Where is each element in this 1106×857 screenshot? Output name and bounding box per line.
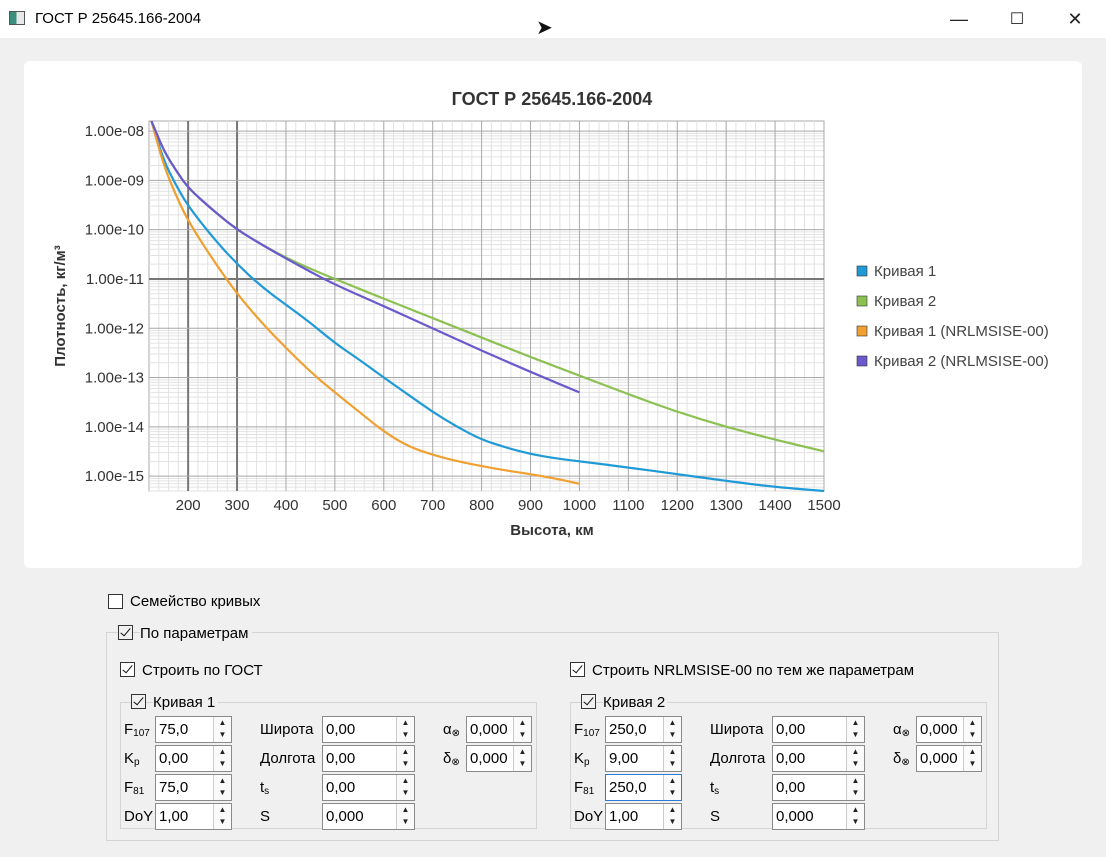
family-checkbox[interactable] [108, 594, 123, 609]
legend-swatch [856, 295, 868, 307]
gost-label: Строить по ГОСТ [142, 662, 263, 679]
x-tick-label: 900 [518, 497, 543, 514]
x-tick-label: 1000 [563, 497, 596, 514]
window-title: ГОСТ Р 25645.166-2004 [35, 10, 202, 27]
y-tick-label: 1.00e-12 [85, 320, 144, 337]
lat-label-2: Широта [710, 721, 764, 738]
x-tick-label: 600 [371, 497, 396, 514]
y-tick-label: 1.00e-11 [86, 271, 144, 288]
lon-label-2: Долгота [710, 750, 766, 767]
y-tick-label: 1.00e-08 [85, 123, 144, 140]
x-axis-label: Высота, км [510, 522, 593, 539]
mouse-cursor-icon: ➤ [536, 17, 553, 39]
curve2-f81-spinbox[interactable]: 250,0 ▲ ▼ [605, 774, 682, 801]
chart-panel: ГОСТ Р 25645.166-2004 200 300 400 500 600 700… [24, 61, 1082, 568]
gost-checkbox[interactable] [120, 662, 135, 677]
plot-area [148, 120, 825, 492]
curve1-alpha-spinbox[interactable]: 0,000 ▲ ▼ [466, 716, 532, 743]
curve1-f81-spinbox[interactable]: 75,0 ▲ ▼ [155, 774, 232, 801]
legend-entry: Кривая 2 (NRLMSISE-00) [874, 353, 1049, 370]
curve2-lon-spinbox[interactable]: 0,00 ▲ ▼ [772, 745, 865, 772]
curve2-lat-spinbox[interactable]: 0,00 ▲ ▼ [772, 716, 865, 743]
y-tick-label: 1.00e-09 [85, 172, 144, 189]
curve1-kp-spinbox[interactable]: 0,00 ▲ ▼ [155, 745, 232, 772]
alpha-label-2: α⊗ [893, 721, 911, 739]
minimize-button[interactable]: — [950, 8, 968, 29]
x-tick-label: 300 [225, 497, 250, 514]
curve2-kp-spinbox[interactable]: 9,00 ▲ ▼ [605, 745, 682, 772]
alpha-label: α⊗ [443, 721, 461, 739]
curve2-delta-spinbox[interactable]: 0,000 ▲ ▼ [916, 745, 982, 772]
lon-label: Долгота [260, 750, 316, 767]
doy-label-2: DoY [574, 808, 604, 825]
s-label: S [260, 808, 271, 825]
legend-swatch [856, 355, 868, 367]
curve1-s-spinbox[interactable]: 0,000 ▲ ▼ [322, 803, 415, 830]
series-line-1 [150, 120, 825, 493]
app-icon [9, 11, 25, 25]
legend-swatch [856, 325, 868, 337]
y-tick-label: 1.00e-10 [85, 222, 144, 239]
by-params-label: По параметрам [140, 625, 253, 642]
s-label-2: S [710, 808, 721, 825]
f81-label: F81 [124, 779, 145, 797]
doy-label: DoY [124, 808, 154, 825]
family-label: Семейство кривых [130, 593, 261, 610]
ts-label: ts [260, 779, 270, 797]
delta-label-2: δ⊗ [893, 750, 910, 768]
chart-title: ГОСТ Р 25645.166-2004 [452, 89, 653, 109]
curve2-f107-spinbox[interactable]: 250,0 ▲ ▼ [605, 716, 682, 743]
by-params-checkbox[interactable] [118, 625, 133, 640]
nrl-label: Строить NRLMSISE-00 по тем же параметрам [592, 662, 915, 679]
f107-label-2: F107 [574, 721, 600, 739]
curve2-ts-spinbox[interactable]: 0,00 ▲ ▼ [772, 774, 865, 801]
curve1-delta-spinbox[interactable]: 0,000 ▲ ▼ [466, 745, 532, 772]
x-tick-label: 200 [176, 497, 201, 514]
maximize-button[interactable]: ☐ [1009, 11, 1025, 28]
series-line-3 [150, 120, 580, 485]
x-tick-label: 1300 [709, 497, 742, 514]
x-tick-label: 500 [322, 497, 347, 514]
x-tick-label: 1100 [612, 497, 644, 514]
curve2-title: Кривая 2 [603, 694, 669, 711]
curve1-title: Кривая 1 [153, 694, 219, 711]
y-tick-label: 1.00e-14 [85, 419, 144, 436]
x-tick-label: 700 [420, 497, 445, 514]
x-tick-label: 1400 [758, 497, 791, 514]
params-groupbox [106, 632, 999, 841]
x-tick-label: 1500 [807, 497, 840, 514]
density-chart: ГОСТ Р 25645.166-2004 200 300 400 500 600 700… [52, 89, 1049, 539]
curve1-lat-spinbox[interactable]: 0,00 ▲ ▼ [322, 716, 415, 743]
lat-label: Широта [260, 721, 314, 738]
x-tick-label: 800 [469, 497, 494, 514]
nrl-checkbox[interactable] [570, 662, 585, 677]
legend-entry: Кривая 1 (NRLMSISE-00) [874, 323, 1049, 340]
curve1-f107-spinbox[interactable]: 75,0 ▲ ▼ [155, 716, 232, 743]
curve1-checkbox[interactable] [131, 694, 146, 709]
y-tick-label: 1.00e-13 [85, 370, 144, 387]
delta-label: δ⊗ [443, 750, 460, 768]
ts-label-2: ts [710, 779, 720, 797]
title-bar: ГОСТ Р 25645.166-2004 — ☐ ✕ [0, 0, 1106, 38]
kp-label-2: Kp [574, 750, 590, 768]
x-tick-label: 1200 [661, 497, 694, 514]
f107-label: F107 [124, 721, 150, 739]
curve1-ts-spinbox[interactable]: 0,00 ▲ ▼ [322, 774, 415, 801]
y-axis-label: Плотность, кг/м³ [52, 245, 69, 367]
curve2-doy-spinbox[interactable]: 1,00 ▲ ▼ [605, 803, 682, 830]
curve2-s-spinbox[interactable]: 0,000 ▲ ▼ [772, 803, 865, 830]
curve1-lon-spinbox[interactable]: 0,00 ▲ ▼ [322, 745, 415, 772]
legend-entry: Кривая 2 [874, 293, 936, 310]
kp-label: Kp [124, 750, 140, 768]
f81-label-2: F81 [574, 779, 595, 797]
y-tick-label: 1.00e-15 [85, 468, 144, 485]
curve2-alpha-spinbox[interactable]: 0,000 ▲ ▼ [916, 716, 982, 743]
curve1-doy-spinbox[interactable]: 1,00 ▲ ▼ [155, 803, 232, 830]
curve2-checkbox[interactable] [581, 694, 596, 709]
legend-swatch [856, 265, 868, 277]
x-tick-label: 400 [273, 497, 298, 514]
series-line-4 [150, 120, 580, 394]
close-button[interactable]: ✕ [1067, 8, 1083, 29]
legend-entry: Кривая 1 [874, 263, 936, 280]
